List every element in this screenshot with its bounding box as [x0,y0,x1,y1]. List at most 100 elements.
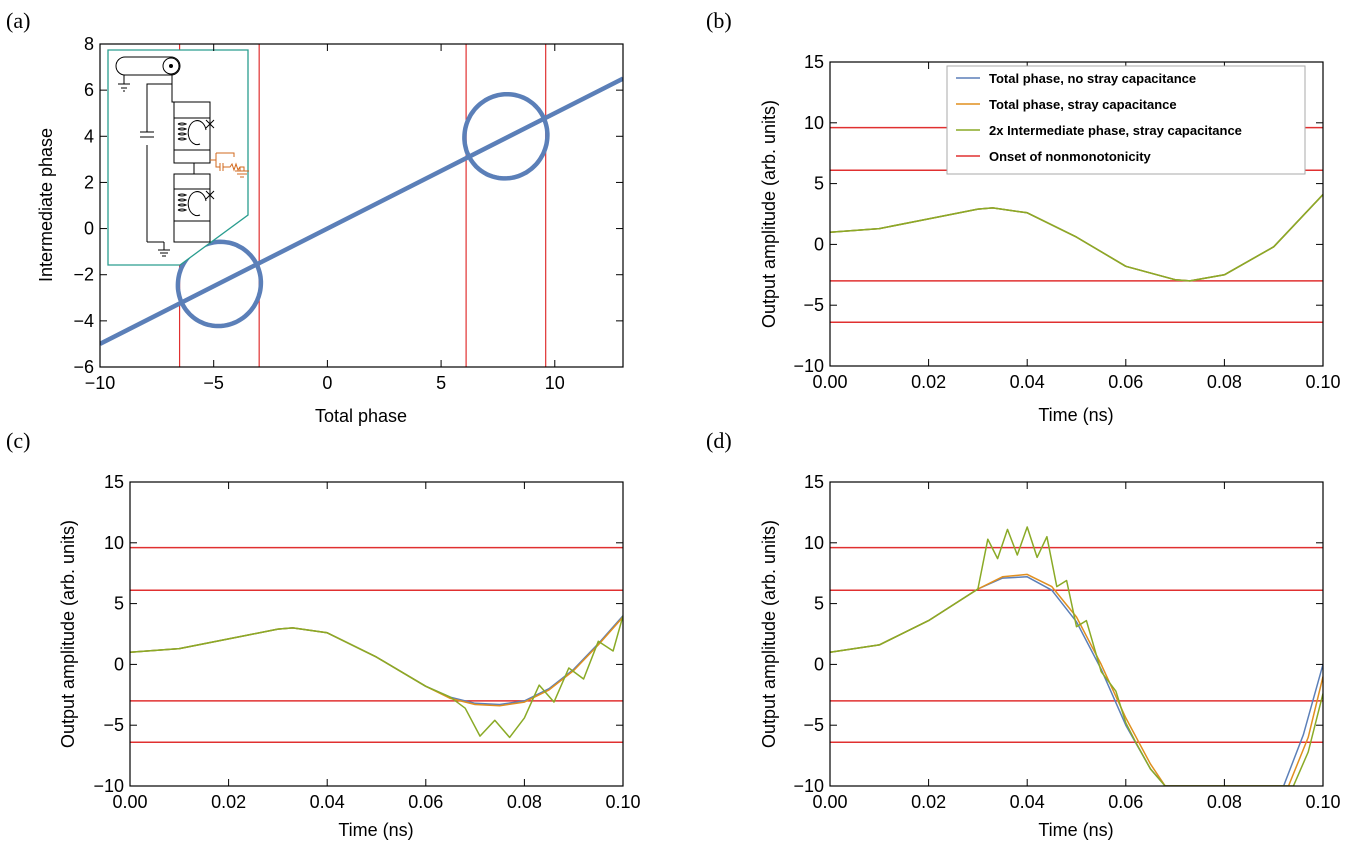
y-tick-label: −2 [73,265,94,285]
y-tick-label: 8 [84,34,94,54]
x-tick-label: 0.02 [911,372,946,392]
tick-marks: 0.00 0.02 0.04 0.06 0.08 0.10 −10 −5 0 5 10 15 [793,472,1340,812]
x-tick-label: 0.02 [211,792,246,812]
series-line-3 [830,193,1323,282]
legend-label: Total phase, stray capacitance [989,97,1177,112]
y-tick-label: −5 [103,715,124,735]
y-tick-label: 15 [804,52,824,72]
x-tick-label: 5 [436,373,446,393]
y-tick-label: 4 [84,126,94,146]
series-line-2 [130,616,623,707]
y-tick-label: −4 [73,311,94,331]
x-tick-label: 0.00 [112,792,147,812]
panel-label-b: (b) [706,8,732,33]
ground-icon [118,75,130,92]
y-tick-label: 6 [84,80,94,100]
y-tick-label: 5 [814,174,824,194]
y-tick-label: 5 [814,594,824,614]
circuit-wires [140,74,211,257]
x-tick-label: 0.00 [812,792,847,812]
y-axis-label: Output amplitude (arb. units) [759,100,779,328]
diagonal-curve [100,76,623,346]
plot-frame [129,481,624,787]
x-tick-label: −5 [203,373,224,393]
inductor-icon [177,122,188,212]
plot-frame [829,481,1324,787]
hlines [830,546,1323,743]
curves [830,193,1323,282]
curves [130,615,623,739]
panel-d: 0.00 0.02 0.04 0.06 0.08 0.10 −10 −5 0 5 10 15 Time… [759,472,1341,840]
y-tick-label: 10 [804,533,824,553]
x-tick-label: 0.08 [507,792,542,812]
y-tick-label: −10 [93,776,124,796]
x-tick-label: 0.06 [1108,372,1143,392]
y-tick-label: 2 [84,172,94,192]
y-tick-label: 0 [114,654,124,674]
y-tick-label: −10 [793,356,824,376]
panel-label-c: (c) [6,428,30,453]
x-tick-label: 0.06 [408,792,443,812]
y-tick-label: 15 [104,472,124,492]
panel-label-a: (a) [6,8,30,33]
legend-label: Onset of nonmonotonicity [989,149,1152,164]
panel-a: −10 −5 0 5 10 −6 −4 −2 0 2 4 6 8 Total phase Interme… [36,34,624,426]
y-tick-label: 10 [104,533,124,553]
x-tick-label: 0.10 [605,792,640,812]
x-tick-label: 0.08 [1207,372,1242,392]
plot-frame [829,61,1324,367]
x-tick-label: 0.04 [1010,792,1045,812]
x-tick-label: 0.08 [1207,792,1242,812]
curves [830,526,1323,786]
hlines [130,546,623,743]
legend-label: 2x Intermediate phase, stray capacitance [989,123,1242,138]
x-tick-label: 0.10 [1305,792,1340,812]
legend-box [946,65,1306,175]
series-line-1 [130,615,623,706]
junction-icon [205,119,215,200]
y-tick-label: 0 [84,219,94,239]
stray-capacitance-branch [210,152,249,178]
x-axis-label: Time (ns) [1038,820,1113,840]
y-tick-label: 15 [804,472,824,492]
y-tick-label: −10 [793,776,824,796]
inset-border [107,49,249,266]
series-line-3 [130,615,623,739]
loop-icon [187,120,207,217]
series-line-2 [830,573,1323,786]
x-axis-label: Time (ns) [1038,405,1113,425]
y-axis-label: Output amplitude (arb. units) [58,520,78,748]
y-tick-label: −5 [803,715,824,735]
series-line-3 [830,526,1323,786]
y-tick-label: 10 [804,113,824,133]
legend-label: Total phase, no stray capacitance [989,71,1196,86]
x-tick-label: 0.04 [1010,372,1045,392]
y-tick-label: 0 [814,654,824,674]
x-axis-label: Time (ns) [338,820,413,840]
coax-icon [115,56,181,76]
series-line-1 [830,576,1323,786]
x-tick-label: −10 [85,373,116,393]
ellipse-curve [462,91,550,181]
circuit-inset [107,49,249,266]
legend: Total phase, no stray capacitance Total … [946,65,1306,175]
x-tick-label: 0.04 [310,792,345,812]
panel-label-d: (d) [706,428,732,453]
tick-marks: −10 −5 0 5 10 −6 −4 −2 0 2 4 6 8 [73,34,623,393]
tick-marks: 0.00 0.02 0.04 0.06 0.08 0.10 −10 −5 0 5 10 15 [93,472,640,812]
x-tick-label: 0.10 [1305,372,1340,392]
x-tick-label: 0.06 [1108,792,1143,812]
y-tick-label: −5 [803,295,824,315]
x-axis-label: Total phase [315,406,407,426]
y-axis-label: Output amplitude (arb. units) [759,520,779,748]
y-axis-label: Intermediate phase [36,128,56,282]
panel-c: 0.00 0.02 0.04 0.06 0.08 0.10 −10 −5 0 5 10 15 Time… [58,472,641,840]
tick-marks: 0.00 0.02 0.04 0.06 0.08 0.10 −10 −5 0 5 10 15 [793,52,1340,392]
y-tick-label: 0 [814,234,824,254]
x-tick-label: 0 [322,373,332,393]
x-tick-label: 0.02 [911,792,946,812]
plot-frame [99,43,624,368]
y-tick-label: 5 [114,594,124,614]
panel-b: 0.00 0.02 0.04 0.06 0.08 0.10 −10 −5 0 5 10 15 Tota… [759,52,1341,425]
